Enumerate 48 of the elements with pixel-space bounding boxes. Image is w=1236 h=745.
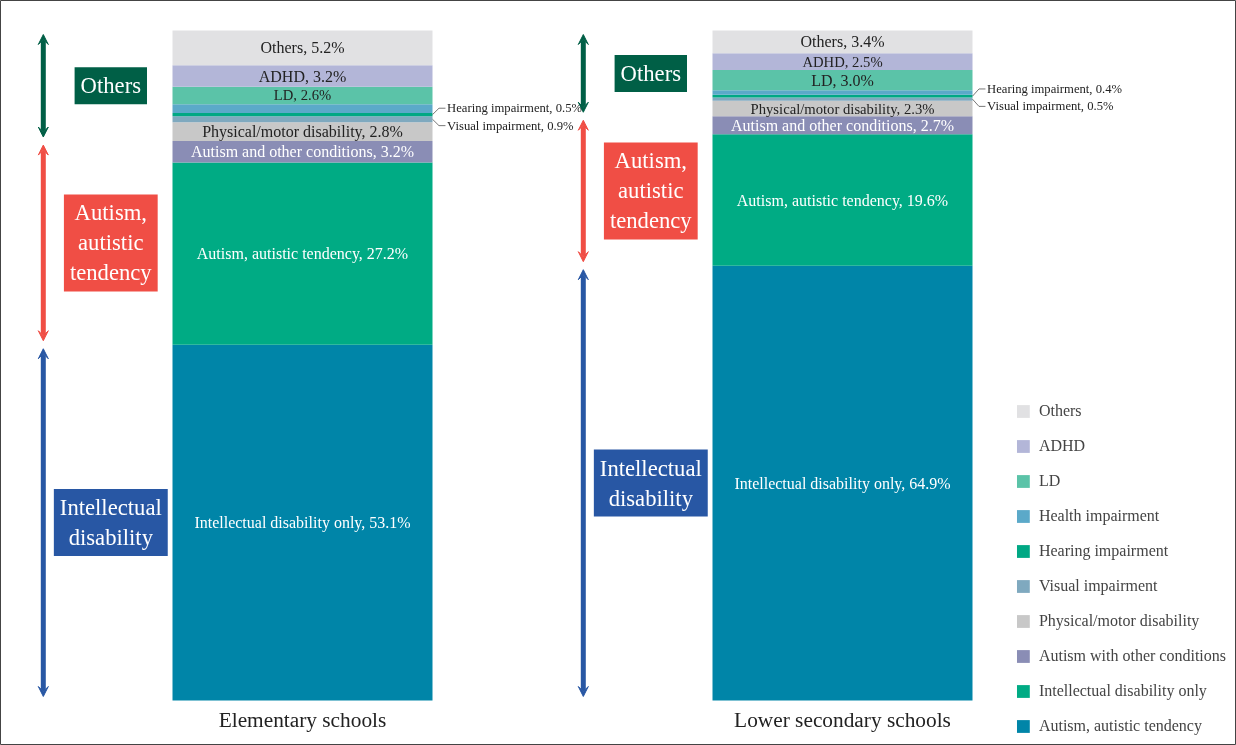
data-label: Intellectual disability only, 53.1% <box>194 514 411 533</box>
bar <box>712 70 973 91</box>
data-label: Visual impairment, 0.5% <box>987 99 1115 114</box>
data-label: Autism and other conditions, 2.7% <box>730 116 955 134</box>
annotation: Intellectual disability <box>599 455 702 511</box>
bar <box>172 86 433 105</box>
data-label: ADHD, 3.2% <box>258 67 347 85</box>
annotation: Others <box>620 60 682 86</box>
bar <box>712 265 973 701</box>
data-label: Intellectual disability only, 64.9% <box>734 474 951 493</box>
data-label: Physical/motor disability, 2.3% <box>750 100 935 117</box>
annotation: Others <box>80 73 142 99</box>
data-label: Hearing impairment, 0.4% <box>987 81 1123 96</box>
bar <box>712 53 973 71</box>
legend-label: ADHD <box>1038 437 1086 455</box>
annotation: Autism, autistic tendency <box>609 148 693 234</box>
bar <box>172 30 433 66</box>
annotation: Autism, autistic tendency <box>69 200 153 286</box>
legend-label: Health impairment <box>1038 507 1160 525</box>
x-tick-label: Elementary schools <box>218 708 387 733</box>
data-label: LD, 3.0% <box>811 71 874 89</box>
bar <box>172 104 433 113</box>
legend-label: Others <box>1038 402 1082 420</box>
data-label: Hearing impairment, 0.5% <box>447 101 583 116</box>
bar <box>172 344 433 701</box>
bar <box>172 116 433 123</box>
legend-label: Visual impairment <box>1038 577 1158 595</box>
data-label: Autism, autistic tendency, 19.6% <box>736 191 949 210</box>
data-label: Others, 5.2% <box>260 39 345 57</box>
legend-label: LD <box>1038 472 1061 490</box>
bar <box>712 134 973 266</box>
legend-label: Autism with other conditions <box>1038 647 1226 665</box>
data-label: ADHD, 2.5% <box>802 53 883 70</box>
data-label: Autism, autistic tendency, 27.2% <box>196 245 409 264</box>
bar <box>172 65 433 87</box>
data-label: LD, 2.6% <box>273 87 332 104</box>
data-label: Physical/motor disability, 2.8% <box>202 123 403 142</box>
bar <box>172 162 433 345</box>
data-label: Visual impairment, 0.9% <box>447 118 575 133</box>
data-label: Others, 3.4% <box>800 33 885 51</box>
legend-label: Autism, autistic tendency <box>1038 717 1202 735</box>
x-tick-label: Lower secondary schools <box>734 708 951 733</box>
legend-label: Physical/motor disability <box>1038 612 1200 630</box>
annotation: Intellectual disability <box>59 495 162 551</box>
legend-label: Hearing impairment <box>1038 542 1169 560</box>
data-label: Autism and other conditions, 3.2% <box>190 143 415 161</box>
bar <box>712 90 973 95</box>
legend-label: Intellectual disability only <box>1038 682 1207 700</box>
